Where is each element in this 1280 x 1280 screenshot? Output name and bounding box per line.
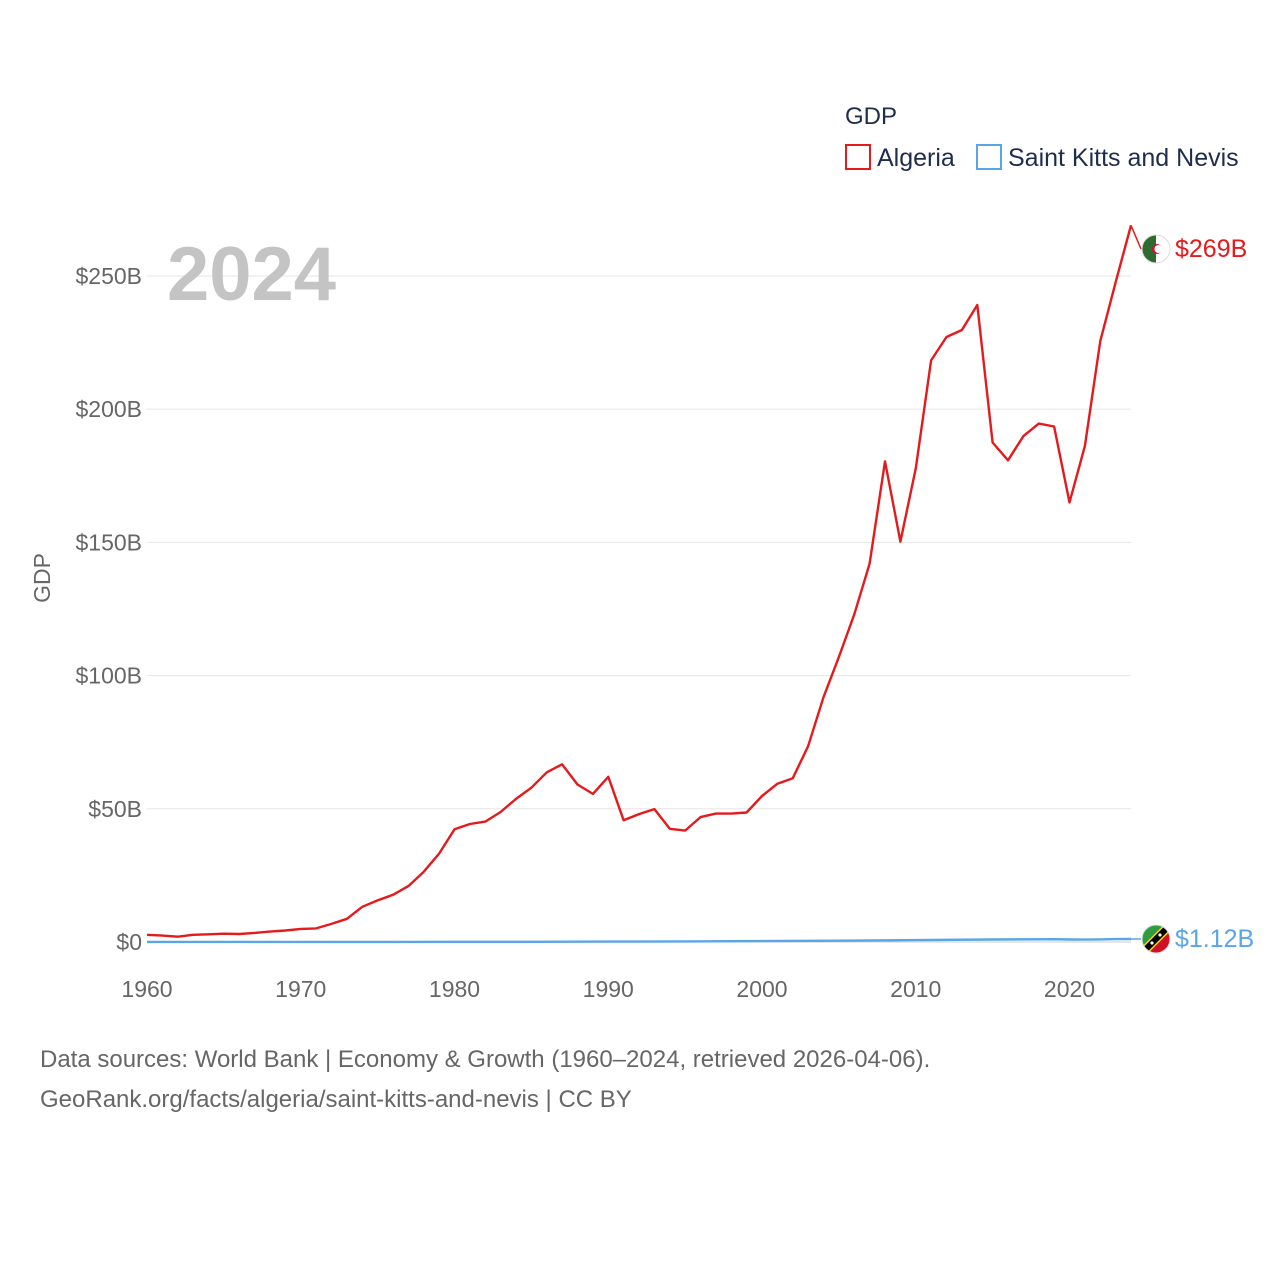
endpoint-algeria: $269B bbox=[1130, 225, 1247, 264]
y-axis-ticks: $0 $50B $100B $150B $200B $250B bbox=[75, 263, 142, 955]
x-tick-label: 1980 bbox=[429, 976, 480, 1002]
algeria-flag-icon bbox=[1142, 235, 1170, 263]
legend-label-algeria: Algeria bbox=[877, 144, 955, 172]
data-sources-text: Data sources: World Bank | Economy & Gro… bbox=[40, 1046, 931, 1073]
x-tick-label: 2010 bbox=[890, 976, 941, 1002]
y-tick-label: $100B bbox=[75, 663, 142, 689]
series-endpoints: $269B $1.12B bbox=[1130, 225, 1254, 954]
x-axis-ticks: 1960 1970 1980 1990 2000 2010 2020 bbox=[121, 976, 1095, 1002]
x-tick-label: 2000 bbox=[736, 976, 787, 1002]
end-value-label-saint-kitts-and-nevis: $1.12B bbox=[1175, 925, 1254, 953]
legend-label-saint-kitts-and-nevis: Saint Kitts and Nevis bbox=[1008, 144, 1239, 172]
legend-item-saint-kitts-and-nevis[interactable]: Saint Kitts and Nevis bbox=[976, 144, 1239, 172]
y-tick-label: $250B bbox=[75, 263, 142, 289]
x-tick-label: 1960 bbox=[121, 976, 172, 1002]
endpoint-connector bbox=[1130, 225, 1142, 250]
y-tick-label: $50B bbox=[88, 796, 142, 822]
current-year-label: 2024 bbox=[167, 232, 336, 317]
series-layer bbox=[146, 224, 1133, 944]
endpoint-saint-kitts-and-nevis: $1.12B bbox=[1130, 924, 1254, 954]
y-axis-title: GDP bbox=[29, 553, 55, 603]
footer: Data sources: World Bank | Economy & Gro… bbox=[40, 1040, 930, 1120]
series-line-saint-kitts-and-nevis[interactable] bbox=[147, 937, 1132, 944]
saint-kitts-and-nevis-flag-icon bbox=[1142, 925, 1170, 953]
gdp-line-chart: $0$50B$100B$150B$200B$250B 1960 1970 1980 1… bbox=[29, 103, 1254, 1002]
y-tick-label: $0 bbox=[116, 929, 142, 955]
legend-title: GDP bbox=[845, 103, 897, 130]
source-link-text[interactable]: GeoRank.org/facts/algeria/saint-kitts-an… bbox=[40, 1086, 632, 1113]
end-value-label-algeria: $269B bbox=[1175, 235, 1247, 263]
x-tick-label: 1970 bbox=[275, 976, 326, 1002]
x-tick-label: 2020 bbox=[1044, 976, 1095, 1002]
legend-item-algeria[interactable]: Algeria bbox=[845, 144, 955, 172]
series-line-algeria[interactable] bbox=[146, 224, 1133, 938]
y-tick-label: $200B bbox=[75, 396, 142, 422]
x-tick-label: 1990 bbox=[583, 976, 634, 1002]
grid-layer bbox=[147, 275, 1131, 943]
legend-swatch-saint-kitts-and-nevis bbox=[976, 144, 1002, 170]
y-tick-label: $150B bbox=[75, 529, 142, 555]
legend-swatch-algeria bbox=[845, 144, 871, 170]
legend: GDP Algeria Saint Kitts and Nevis bbox=[845, 103, 1239, 172]
